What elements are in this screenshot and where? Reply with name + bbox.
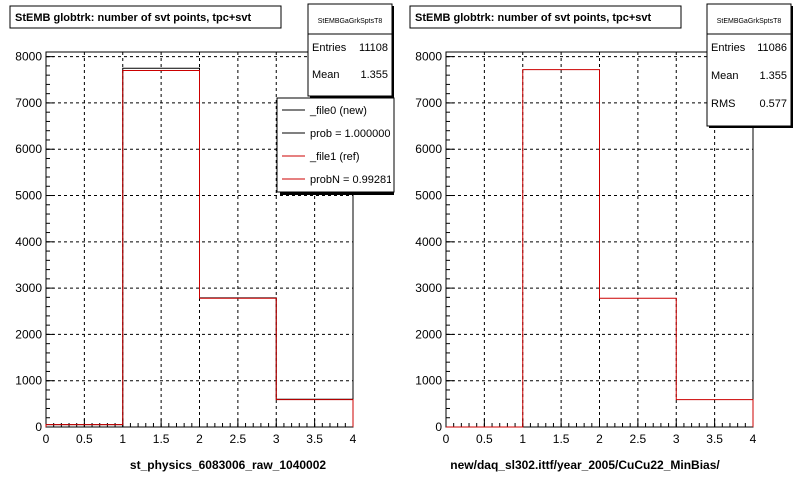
y-tick-label: 2000 xyxy=(415,327,442,341)
x-tick-label: 3.5 xyxy=(306,432,323,446)
x-tick-label: 3 xyxy=(273,432,280,446)
x-axis-label: st_physics_6083006_raw_1040002 xyxy=(130,458,326,472)
y-tick-label: 7000 xyxy=(15,96,42,110)
y-tick-label: 8000 xyxy=(415,50,442,64)
y-tick-label: 0 xyxy=(35,420,42,434)
histogram-panel-2: 0 0.5 1 1.5 2 2.5 3 3.5 4 0 1000 2000 3000 4000 5000 60… xyxy=(409,3,793,472)
stats-title: StEMBGaGrkSptsT8 xyxy=(318,18,383,25)
chart-title: StEMB globtrk: number of svt points, tpc… xyxy=(415,12,652,24)
title-box xyxy=(9,5,282,29)
x-tick-label: 0 xyxy=(443,432,450,446)
legend-entry-4: probN = 0.99281 xyxy=(310,174,392,186)
legend: _file0 (new) prob = 1.000000 _file1 (ref) p… xyxy=(282,105,392,186)
y-tick-label: 2000 xyxy=(15,327,42,341)
y-tick-label: 4000 xyxy=(15,235,42,249)
x-axis-label: new/daq_sl302.ittf/year_2005/CuCu22_MinB… xyxy=(450,458,720,472)
stats-value: 0.577 xyxy=(759,98,787,110)
stats-label: Mean xyxy=(711,70,739,82)
legend-entry-1: _file0 (new) xyxy=(309,105,367,117)
histogram-panel-1: 0 0.5 1 1.5 2 2.5 3 3.5 4 0 1000 2000 3000 4000 5000 60… xyxy=(9,3,395,472)
stats-label: RMS xyxy=(711,98,735,110)
x-tick-label: 1.5 xyxy=(553,432,570,446)
x-tick-label: 2 xyxy=(596,432,603,446)
legend-entry-3: _file1 (ref) xyxy=(309,151,360,163)
y-tick-label: 3000 xyxy=(415,281,442,295)
stats-value: 1.355 xyxy=(360,69,388,81)
stats-value: 11086 xyxy=(757,42,787,54)
stats-value: 1.355 xyxy=(759,70,787,82)
histogram-series-a xyxy=(446,69,754,428)
stats-box xyxy=(706,3,792,127)
y-tick-label: 8000 xyxy=(15,50,42,64)
legend-entry-2: prob = 1.000000 xyxy=(310,128,390,140)
x-tick-label: 0.5 xyxy=(76,432,93,446)
x-tick-label: 0.5 xyxy=(476,432,493,446)
x-tick-label: 1 xyxy=(519,432,526,446)
x-tick-label: 2 xyxy=(196,432,203,446)
stats-label: Entries xyxy=(711,42,746,54)
y-tick-label: 1000 xyxy=(15,374,42,388)
y-tick-label: 3000 xyxy=(15,281,42,295)
y-tick-label: 4000 xyxy=(415,235,442,249)
stats-label: Entries xyxy=(312,42,347,54)
y-tick-label: 7000 xyxy=(415,96,442,110)
legend-box xyxy=(276,97,395,193)
x-tick-label: 3.5 xyxy=(706,432,723,446)
y-tick-label: 0 xyxy=(435,420,442,434)
x-tick-label: 4 xyxy=(750,432,757,446)
x-tick-label: 2.5 xyxy=(630,432,647,446)
chart-title: StEMB globtrk: number of svt points, tpc… xyxy=(15,12,252,24)
stats-title: StEMBGaGrkSptsT8 xyxy=(717,18,782,25)
y-tick-label: 5000 xyxy=(15,189,42,203)
y-tick-label: 1000 xyxy=(415,374,442,388)
y-tick-label: 5000 xyxy=(415,189,442,203)
stats-value: 11108 xyxy=(359,42,388,54)
histogram-series-b xyxy=(45,70,354,427)
y-tick-label: 6000 xyxy=(15,142,42,156)
x-tick-label: 4 xyxy=(350,432,357,446)
x-tick-label: 2.5 xyxy=(230,432,247,446)
y-tick-label: 6000 xyxy=(415,142,442,156)
stats-label: Mean xyxy=(312,69,340,81)
title-box xyxy=(409,5,682,29)
stats-box xyxy=(307,3,393,97)
x-tick-label: 1.5 xyxy=(153,432,170,446)
x-tick-label: 1 xyxy=(119,432,126,446)
x-tick-label: 3 xyxy=(673,432,680,446)
x-tick-label: 0 xyxy=(43,432,50,446)
